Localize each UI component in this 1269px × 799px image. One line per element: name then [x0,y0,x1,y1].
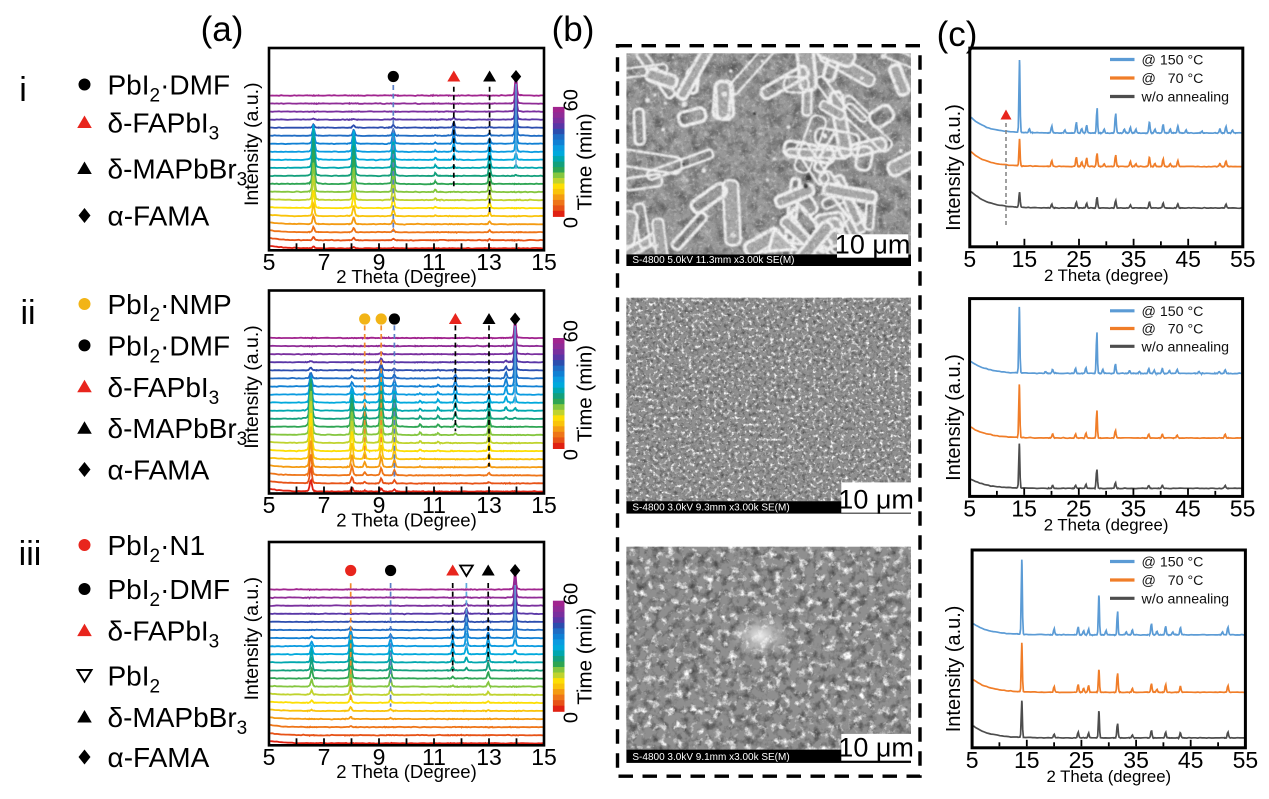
svg-text:Intensity (a.u.): Intensity (a.u.) [943,104,965,231]
svg-text:Time (min): Time (min) [574,345,597,442]
svg-text:55: 55 [1233,747,1259,773]
svg-text:@ 70 °C: @ 70 °C [1142,573,1204,589]
svg-text:2 Theta (Degree): 2 Theta (Degree) [336,266,477,287]
svg-text:w/o annealing: w/o annealing [1141,339,1230,355]
svg-text:δ-MAPbBr3​: δ-MAPbBr3​ [108,154,248,191]
svg-text:9: 9 [373,249,386,275]
svg-text:α-FAMA: α-FAMA [108,455,210,486]
svg-text:δ-MAPbBr3​: δ-MAPbBr3​ [108,702,248,739]
svg-text:10 μm: 10 μm [838,733,914,763]
svg-text:PbI2​·N1: PbI2​·N1 [108,530,206,567]
svg-text:Intensity (a.u.): Intensity (a.u.) [241,82,263,206]
svg-text:2 Theta (degree): 2 Theta (degree) [1046,767,1171,786]
svg-text:60: 60 [561,583,583,605]
svg-text:11: 11 [422,492,446,518]
svg-text:13: 13 [476,492,502,518]
svg-text:2 Theta (degree): 2 Theta (degree) [1044,515,1169,534]
svg-text:w/o annealing: w/o annealing [1141,591,1230,607]
svg-text:35: 35 [1121,246,1147,272]
svg-text:0: 0 [561,217,583,228]
svg-text:9: 9 [373,492,386,518]
svg-text:5: 5 [963,495,976,521]
svg-text:7: 7 [318,249,331,275]
svg-text:i: i [19,71,27,109]
svg-text:iii: iii [19,535,42,573]
svg-text:9: 9 [373,744,386,770]
svg-text:PbI2​·DMF: PbI2​·DMF [108,574,231,611]
svg-text:2 Theta (degree): 2 Theta (degree) [1044,266,1169,285]
svg-text:δ-FAPbI3​: δ-FAPbI3​ [108,616,220,653]
svg-text:@ 150 °C: @ 150 °C [1142,304,1204,320]
svg-text:δ-MAPbBr3​: δ-MAPbBr3​ [108,413,248,450]
svg-text:@ 70 °C: @ 70 °C [1142,71,1204,87]
svg-text:Intensity (a.u.): Intensity (a.u.) [241,577,263,701]
svg-text:5: 5 [263,744,276,770]
svg-text:PbI2​·DMF: PbI2​·DMF [108,330,231,367]
svg-text:@ 150 °C: @ 150 °C [1142,555,1204,571]
svg-text:13: 13 [476,249,502,275]
svg-text:α-FAMA: α-FAMA [108,742,210,773]
svg-text:7: 7 [318,492,331,518]
svg-text:2 Theta (Degree): 2 Theta (Degree) [336,761,477,782]
svg-text:15: 15 [531,249,557,275]
svg-text:15: 15 [1011,495,1037,521]
svg-text:ii: ii [20,294,35,332]
svg-text:13: 13 [476,744,502,770]
svg-text:5: 5 [966,747,979,773]
svg-text:(a): (a) [201,10,244,49]
svg-text:11: 11 [422,249,446,275]
svg-text:25: 25 [1066,495,1092,521]
svg-text:(b): (b) [552,10,595,49]
svg-text:15: 15 [1012,246,1038,272]
svg-text:11: 11 [422,744,446,770]
svg-text:15: 15 [1014,747,1040,773]
svg-text:S-4800 5.0kV 11.3mm x3.00k SE(: S-4800 5.0kV 11.3mm x3.00k SE(M) [632,255,794,266]
svg-text:45: 45 [1175,495,1201,521]
svg-text:Time (min): Time (min) [574,608,597,705]
svg-text:5: 5 [263,492,276,518]
svg-text:δ-FAPbI3​: δ-FAPbI3​ [108,372,220,409]
svg-text:S-4800 3.0kV 9.3mm x3.00k SE(M: S-4800 3.0kV 9.3mm x3.00k SE(M) [632,503,789,514]
svg-text:2 Theta (Degree): 2 Theta (Degree) [336,509,477,530]
svg-text:Intensity (a.u.): Intensity (a.u.) [943,354,965,481]
svg-text:25: 25 [1066,246,1092,272]
svg-text:60: 60 [561,89,583,111]
svg-text:Time (min): Time (min) [574,113,597,210]
svg-text:35: 35 [1123,747,1149,773]
svg-text:Intensity (a.u.): Intensity (a.u.) [943,606,965,733]
svg-text:@ 150 °C: @ 150 °C [1142,53,1204,69]
svg-text:7: 7 [318,744,331,770]
svg-text:0: 0 [561,449,583,460]
svg-text:55: 55 [1230,246,1256,272]
svg-text:w/o annealing: w/o annealing [1141,90,1230,106]
svg-text:15: 15 [531,744,557,770]
svg-text:25: 25 [1069,747,1095,773]
svg-text:45: 45 [1178,747,1204,773]
svg-text:0: 0 [561,712,583,723]
svg-text:@ 70 °C: @ 70 °C [1142,322,1204,338]
svg-text:55: 55 [1230,495,1256,521]
svg-text:δ-FAPbI3​: δ-FAPbI3​ [108,108,220,145]
svg-text:5: 5 [263,249,276,275]
svg-text:10 μm: 10 μm [835,230,911,260]
svg-text:10 μm: 10 μm [838,485,914,515]
svg-text:PbI2​: PbI2​ [108,661,161,698]
svg-text:S-4800 3.0kV 9.1mm x3.00k SE(M: S-4800 3.0kV 9.1mm x3.00k SE(M) [632,752,789,763]
svg-text:5: 5 [963,246,976,272]
svg-text:PbI2​·DMF: PbI2​·DMF [108,70,231,107]
svg-text:α-FAMA: α-FAMA [108,201,210,232]
svg-text:PbI2​·NMP: PbI2​·NMP [108,289,232,326]
svg-text:35: 35 [1121,495,1147,521]
svg-text:Intensity (a.u.): Intensity (a.u.) [241,325,263,449]
svg-text:15: 15 [531,492,557,518]
svg-text:60: 60 [561,320,583,342]
svg-text:45: 45 [1175,246,1201,272]
